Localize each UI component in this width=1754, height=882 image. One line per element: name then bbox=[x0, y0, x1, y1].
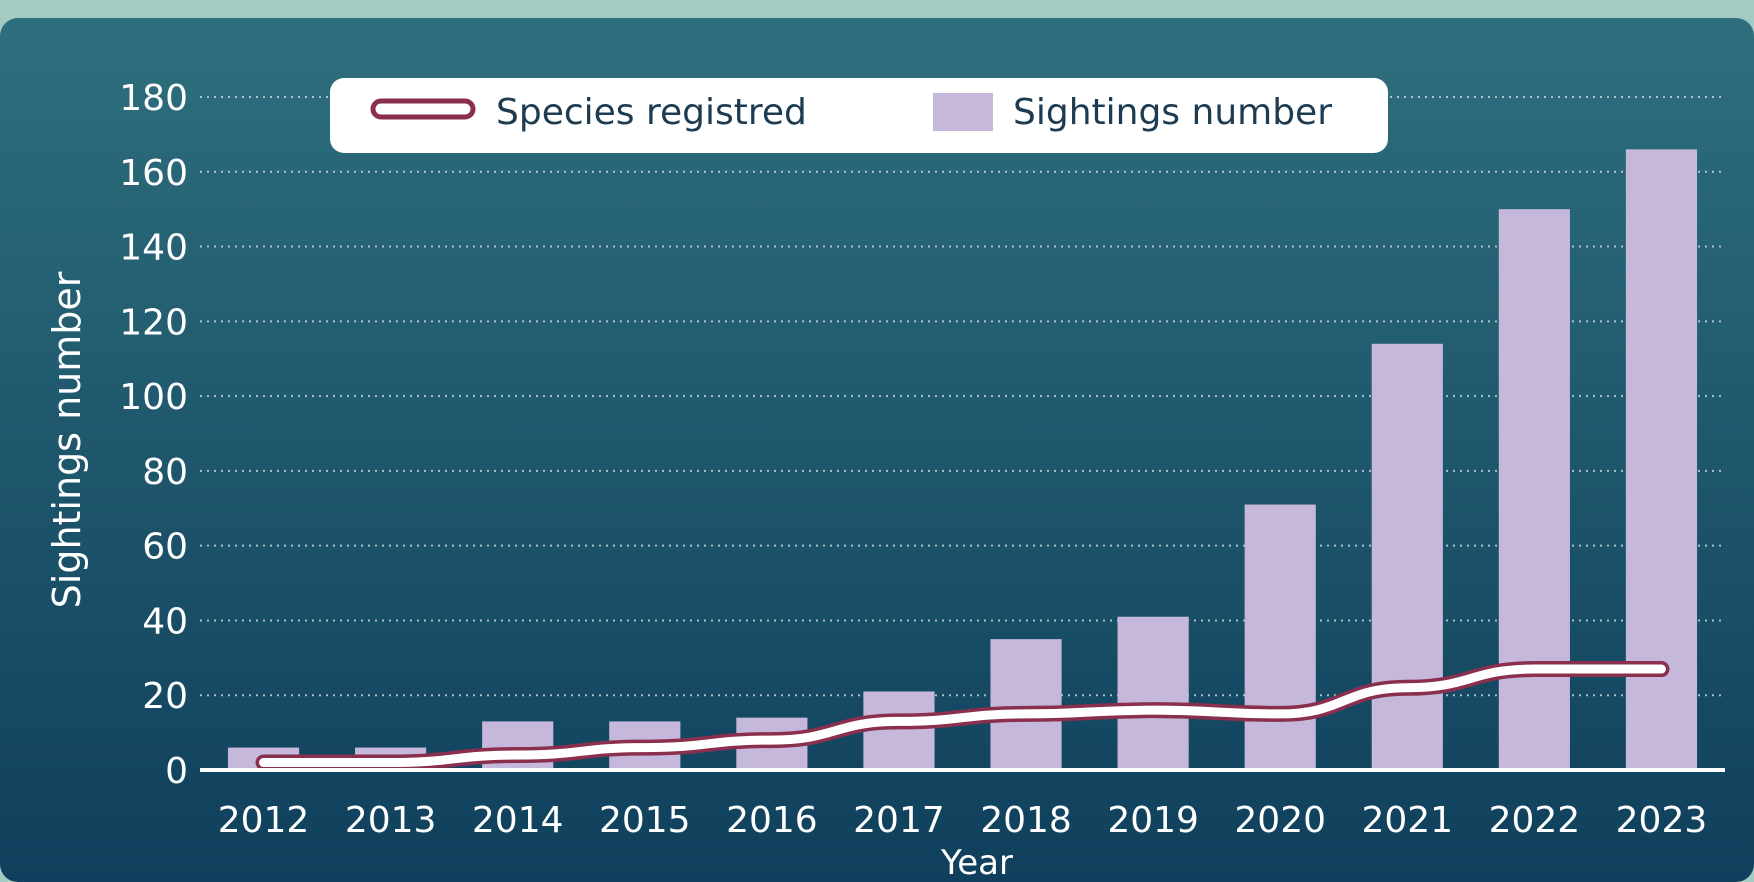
x-tick-label: 2018 bbox=[980, 800, 1072, 841]
x-tick-label: 2013 bbox=[345, 800, 437, 841]
bar-sightings bbox=[1244, 504, 1316, 770]
species-line bbox=[255, 661, 1670, 771]
y-tick-label: 140 bbox=[119, 228, 188, 269]
y-tick-label: 40 bbox=[142, 601, 188, 642]
legend-line-swatch bbox=[370, 98, 476, 120]
legend-label-species: Species registred bbox=[496, 92, 807, 133]
axes: 0 20 40 60 80 100 120 140 160 180 2012 2013 2014 2015… bbox=[119, 78, 1725, 841]
bar-sightings bbox=[863, 691, 935, 770]
x-tick-label: 2015 bbox=[599, 800, 691, 841]
legend: Species registred Sightings number bbox=[330, 78, 1388, 153]
y-axis-title: Sightings number bbox=[45, 271, 89, 608]
x-tick-label: 2014 bbox=[472, 800, 564, 841]
y-tick-label: 20 bbox=[142, 676, 188, 717]
x-tick-label: 2012 bbox=[218, 800, 310, 841]
y-tick-label: 100 bbox=[119, 377, 188, 418]
y-tick-label: 160 bbox=[119, 153, 188, 194]
x-tick-label: 2023 bbox=[1616, 800, 1708, 841]
y-tick-label: 0 bbox=[165, 751, 188, 792]
x-tick-label: 2017 bbox=[853, 800, 945, 841]
x-tick-label: 2020 bbox=[1234, 800, 1326, 841]
bar-sightings bbox=[1498, 209, 1570, 770]
legend-box bbox=[330, 78, 1388, 153]
species-line-fill bbox=[259, 664, 1666, 768]
x-tick-label: 2016 bbox=[726, 800, 818, 841]
x-tick-label: 2021 bbox=[1361, 800, 1453, 841]
x-tick-label: 2022 bbox=[1489, 800, 1581, 841]
x-tick-label: 2019 bbox=[1107, 800, 1199, 841]
legend-bar-swatch bbox=[933, 93, 993, 131]
bar-sightings bbox=[1371, 343, 1443, 770]
legend-label-sightings: Sightings number bbox=[1013, 92, 1332, 133]
x-axis-title: Year bbox=[940, 843, 1013, 882]
bar-sightings bbox=[990, 639, 1062, 770]
y-tick-label: 80 bbox=[142, 452, 188, 493]
bar-sightings bbox=[1117, 616, 1189, 770]
y-tick-label: 60 bbox=[142, 527, 188, 568]
y-tick-label: 180 bbox=[119, 78, 188, 119]
y-tick-label: 120 bbox=[119, 302, 188, 343]
